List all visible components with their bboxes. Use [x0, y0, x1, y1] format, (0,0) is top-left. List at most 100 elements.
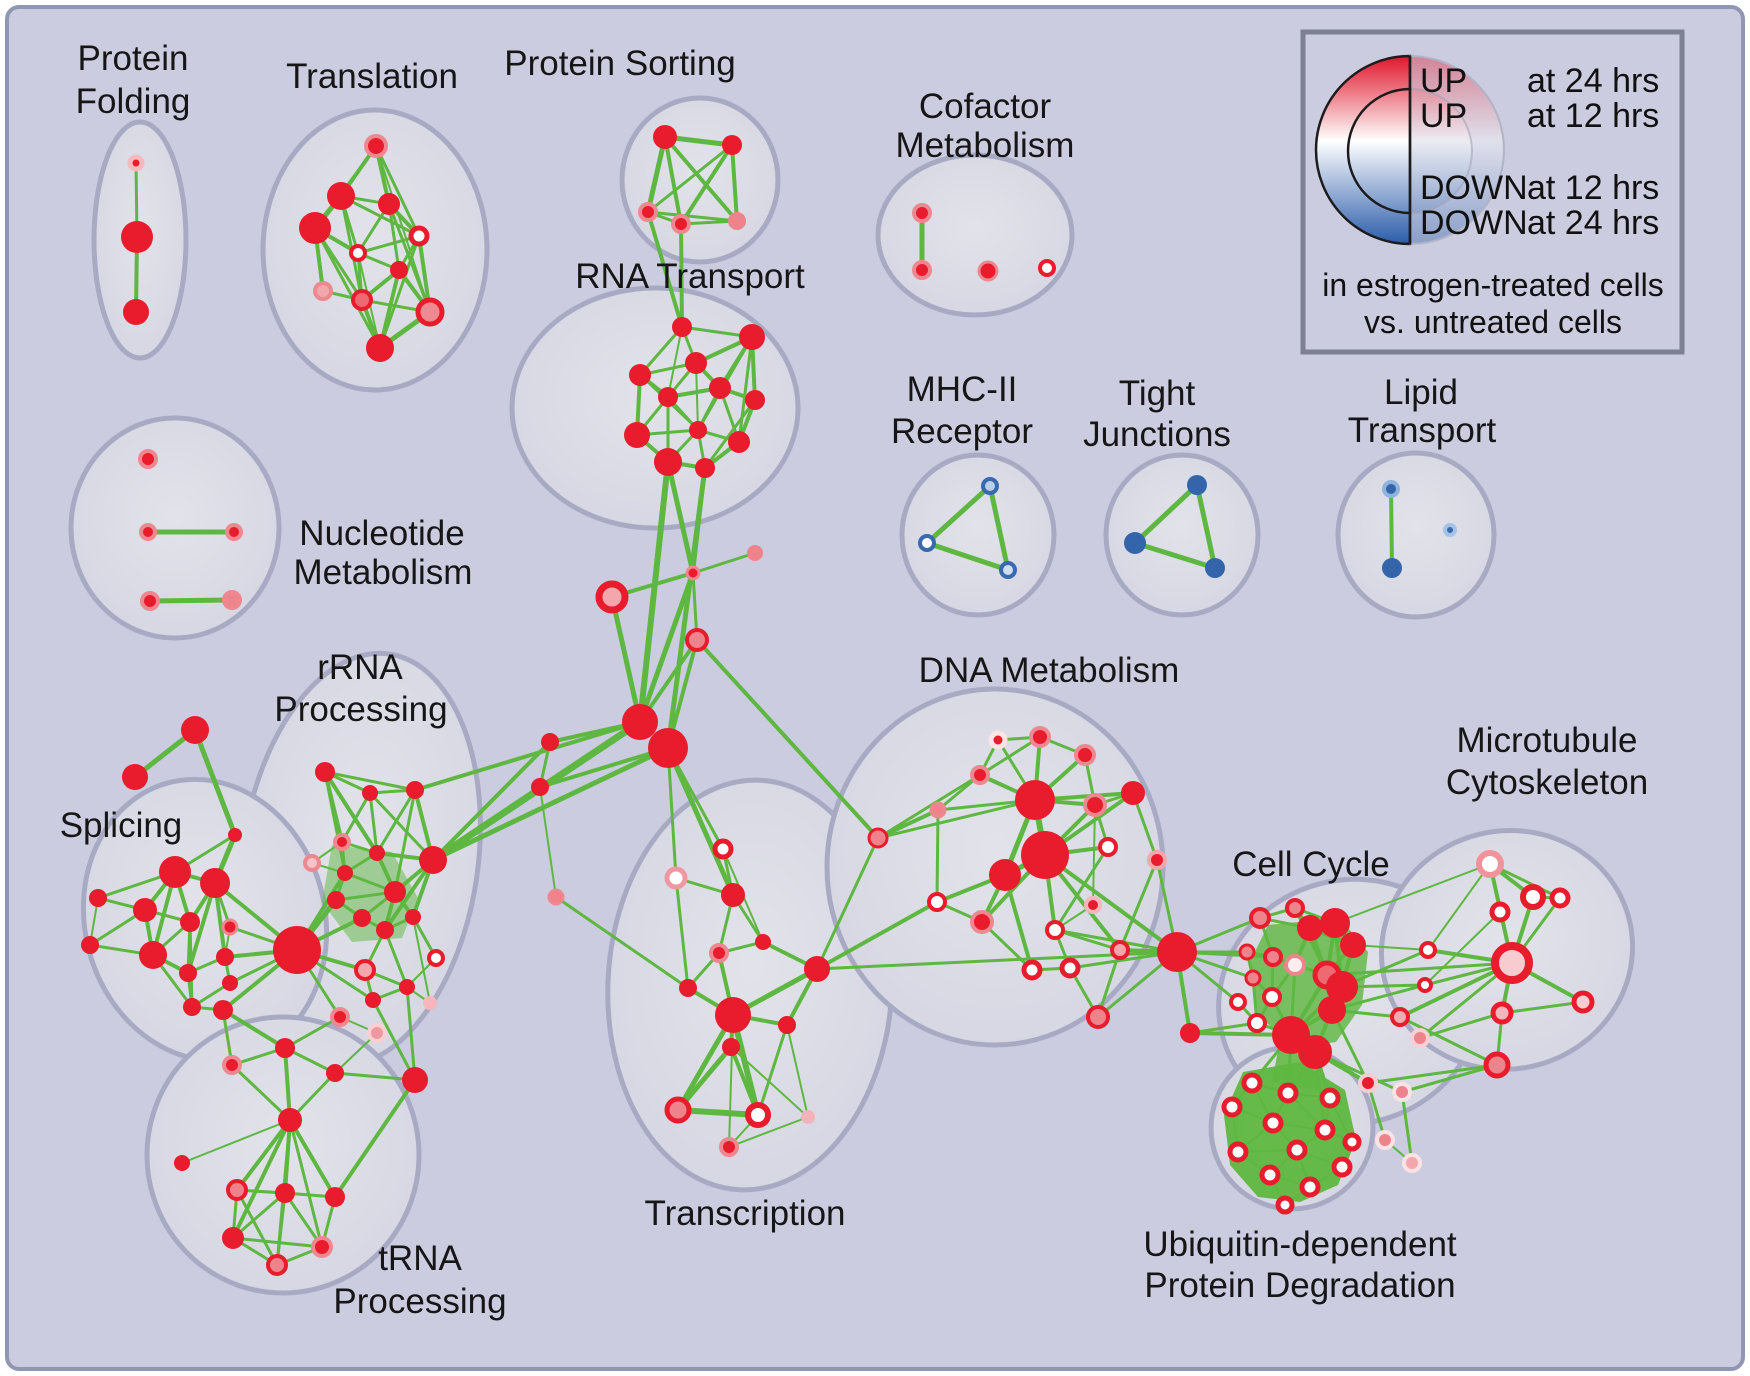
gene-node-q12 [376, 921, 394, 939]
edge-d7-hh [1043, 853, 1179, 954]
gene-node-w2 [1520, 884, 1546, 910]
legend-row-time-2: at 12 hrs [1527, 169, 1659, 207]
legend-node-inner-left [1346, 87, 1412, 215]
edge-k23-w8 [1366, 1063, 1499, 1085]
edge-p2-p3 [646, 143, 734, 214]
edge-x6-x9 [756, 1023, 789, 1117]
gene-node-s1 [181, 716, 209, 744]
gene-node-s15 [183, 998, 201, 1016]
cluster-label-microtubule-cytoskeleton-1: Cytoskeleton [1446, 763, 1648, 802]
gene-node-q16 [399, 979, 415, 995]
gene-node-k24 [1392, 1082, 1412, 1102]
edge-x7-x8 [675, 1044, 734, 1113]
edge-s5-s12 [186, 881, 217, 975]
gene-node-q6 [369, 845, 385, 861]
gene-node-x3 [679, 979, 697, 997]
cluster-label-cell-cycle-0: Cell Cycle [1232, 845, 1390, 884]
gene-node-v5 [1262, 1112, 1284, 1134]
edge-n4-n5 [147, 597, 235, 604]
gene-node-q10 [327, 891, 345, 909]
gene-node-r10 [728, 431, 750, 453]
cluster-label-nucleotide-metabolism-0: Nucleotide [299, 514, 464, 553]
gene-node-s9 [221, 918, 239, 936]
gene-node-k11 [1326, 971, 1358, 1003]
gene-node-q14 [427, 949, 445, 967]
gene-node-v2 [1277, 1082, 1299, 1104]
gene-node-x8 [664, 1096, 692, 1124]
gene-node-x1 [755, 934, 771, 950]
edge-hB-h1 [637, 570, 696, 725]
gene-node-k8 [1284, 954, 1306, 976]
gene-node-k4 [1320, 908, 1350, 938]
gene-node-hE [664, 866, 688, 890]
gene-node-hF [721, 883, 745, 907]
gene-node-q15 [354, 959, 376, 981]
edge-h1-q3 [413, 720, 642, 792]
gene-node-r3 [685, 352, 707, 374]
gene-node-k25 [1375, 1130, 1395, 1150]
edge-k20-w3 [1424, 911, 1501, 986]
gene-node-j1 [1187, 475, 1207, 495]
gene-node-l3 [1443, 523, 1457, 537]
gene-node-c3 [977, 260, 999, 282]
edge-t1-t5 [374, 144, 421, 238]
edge-l1-l2 [1389, 487, 1394, 570]
gene-node-r6 [658, 387, 678, 407]
gene-node-r1 [672, 317, 692, 337]
gene-node-t6 [349, 244, 367, 262]
gene-node-u5 [278, 1108, 302, 1132]
gene-node-x10 [801, 1110, 815, 1124]
gene-node-d14 [970, 910, 994, 934]
gene-node-s2 [122, 764, 148, 790]
gene-node-k20 [1417, 977, 1433, 993]
gene-node-v11 [1331, 1156, 1353, 1178]
gene-node-u9 [325, 1187, 345, 1207]
gene-node-c2 [912, 260, 932, 280]
gene-node-p4 [671, 214, 691, 234]
gene-node-hW [712, 838, 734, 860]
gene-node-m1 [981, 477, 999, 495]
gene-node-l1 [1382, 480, 1400, 498]
gene-node-v12 [1299, 1176, 1321, 1198]
gene-node-n5 [222, 590, 242, 610]
cluster-label-lipid-transport-0: Lipid [1384, 373, 1458, 412]
gene-node-v9 [1342, 1132, 1362, 1152]
gene-node-t1 [364, 134, 388, 158]
gene-node-p2 [722, 135, 742, 155]
gene-node-d20 [867, 827, 889, 849]
gene-node-x2 [709, 943, 729, 963]
gene-node-h1 [622, 704, 658, 740]
edge-k24-k26 [1400, 1090, 1414, 1165]
gene-node-d15 [1045, 920, 1065, 940]
gene-node-m3 [999, 561, 1017, 579]
cluster-label-mhc-ii-receptor-0: MHC-II [907, 370, 1018, 409]
gene-node-k26 [1402, 1153, 1422, 1173]
edge-q2-q4 [340, 791, 372, 844]
edge-u5-u12 [288, 1118, 324, 1249]
edge-d20-d6 [876, 798, 1037, 840]
gene-node-q11 [353, 909, 371, 927]
cluster-label-microtubule-cytoskeleton-0: Microtubule [1457, 721, 1638, 760]
edge-j1-j3 [1194, 482, 1218, 571]
edge-d8-d18 [1003, 873, 1034, 972]
edge-q2-q6 [368, 791, 379, 855]
gene-node-k13 [1229, 993, 1247, 1011]
cluster-label-tight-junctions-1: Junctions [1083, 415, 1231, 454]
edge-u5-u7 [235, 1118, 292, 1192]
gene-node-k9 [1244, 969, 1262, 987]
gene-node-w6 [1490, 1001, 1514, 1025]
gene-node-w7 [1549, 887, 1571, 909]
gene-node-j3 [1205, 558, 1225, 578]
gene-node-x9 [745, 1102, 771, 1128]
edge-p1-p4 [663, 135, 683, 226]
gene-node-q7 [337, 865, 353, 881]
cluster-label-lipid-transport-1: Transport [1348, 411, 1497, 450]
cluster-ellipse-mhc-ii-receptor [899, 452, 1057, 618]
gene-node-q1 [315, 762, 335, 782]
gene-node-w1 [1476, 850, 1504, 878]
edge-q1-q7 [323, 770, 347, 875]
gene-node-hD [685, 628, 709, 652]
legend-row-dir-3: DOWN [1420, 204, 1528, 242]
cluster-ellipse-trna-processing [144, 1014, 422, 1296]
legend-row-time-0: at 24 hrs [1527, 62, 1659, 100]
